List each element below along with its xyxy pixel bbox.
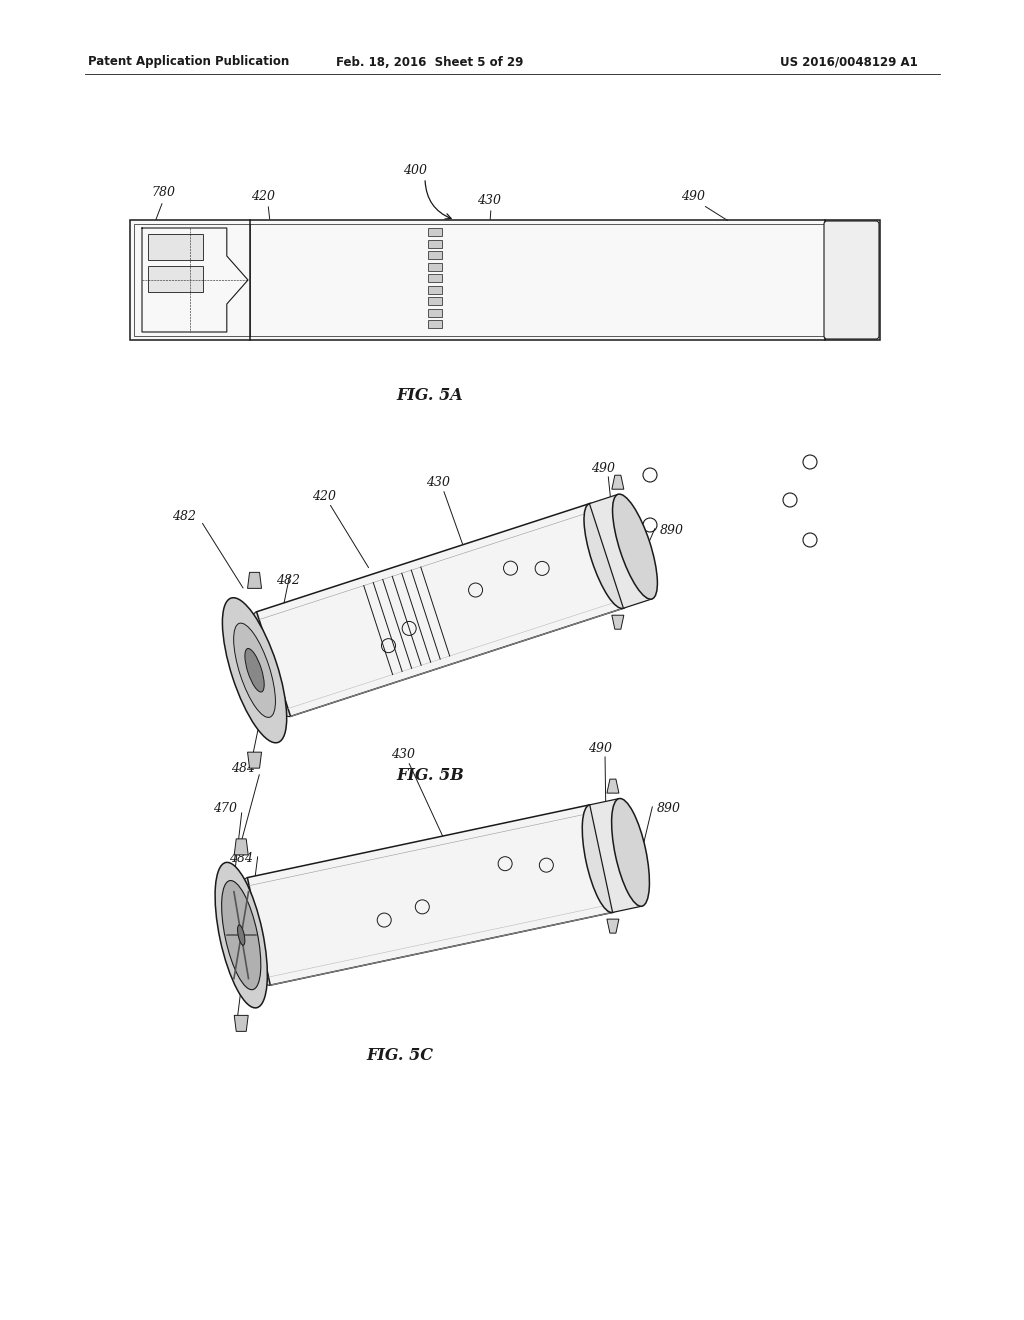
Bar (428, 285, 442, 293)
Polygon shape (590, 799, 642, 912)
Text: FIG. 5B: FIG. 5B (396, 767, 464, 784)
Ellipse shape (584, 503, 629, 609)
Text: Patent Application Publication: Patent Application Publication (88, 55, 289, 69)
Text: FIG. 5C: FIG. 5C (367, 1047, 433, 1064)
Text: 430: 430 (477, 194, 501, 206)
Text: 482: 482 (172, 511, 196, 524)
Text: 400: 400 (403, 164, 427, 177)
Polygon shape (612, 615, 624, 630)
FancyBboxPatch shape (824, 220, 879, 339)
Ellipse shape (222, 598, 287, 743)
Text: 890: 890 (657, 801, 681, 814)
Bar (428, 297, 442, 305)
Polygon shape (234, 840, 248, 855)
Ellipse shape (611, 799, 649, 907)
Bar (428, 309, 442, 317)
Text: 482: 482 (276, 573, 300, 586)
Bar (130, 220, 880, 341)
Bar (428, 263, 442, 271)
Polygon shape (612, 475, 624, 490)
Text: 484: 484 (229, 851, 253, 865)
Ellipse shape (612, 494, 657, 599)
Ellipse shape (240, 878, 278, 985)
Bar (428, 275, 442, 282)
Ellipse shape (238, 925, 245, 945)
Bar (428, 251, 442, 259)
Text: 420: 420 (312, 491, 336, 503)
Text: FIG. 5A: FIG. 5A (396, 387, 463, 404)
Ellipse shape (233, 623, 275, 717)
Text: 490: 490 (591, 462, 615, 474)
Ellipse shape (245, 648, 264, 692)
Text: 484: 484 (231, 762, 255, 775)
Text: 430: 430 (391, 748, 415, 762)
Text: 780: 780 (151, 186, 175, 199)
Text: 890: 890 (660, 524, 684, 536)
Ellipse shape (215, 862, 267, 1008)
Polygon shape (607, 919, 618, 933)
Bar (148, 234, 203, 260)
Bar (148, 267, 203, 292)
Ellipse shape (583, 805, 621, 912)
Bar (428, 239, 442, 248)
Text: Feb. 18, 2016  Sheet 5 of 29: Feb. 18, 2016 Sheet 5 of 29 (336, 55, 523, 69)
Polygon shape (248, 752, 261, 768)
Text: 430: 430 (426, 477, 450, 490)
Text: 490: 490 (681, 190, 705, 203)
Text: 420: 420 (251, 190, 275, 202)
Text: 470: 470 (213, 801, 237, 814)
Text: US 2016/0048129 A1: US 2016/0048129 A1 (780, 55, 918, 69)
Polygon shape (590, 495, 652, 609)
Bar (134, 224, 876, 337)
Polygon shape (607, 779, 618, 793)
Polygon shape (248, 805, 612, 985)
Polygon shape (248, 573, 261, 589)
Polygon shape (257, 504, 624, 717)
Bar (428, 228, 442, 236)
Text: 490: 490 (588, 742, 612, 755)
Bar (428, 319, 442, 327)
Ellipse shape (221, 880, 261, 990)
Polygon shape (234, 1015, 248, 1031)
Ellipse shape (251, 611, 296, 717)
